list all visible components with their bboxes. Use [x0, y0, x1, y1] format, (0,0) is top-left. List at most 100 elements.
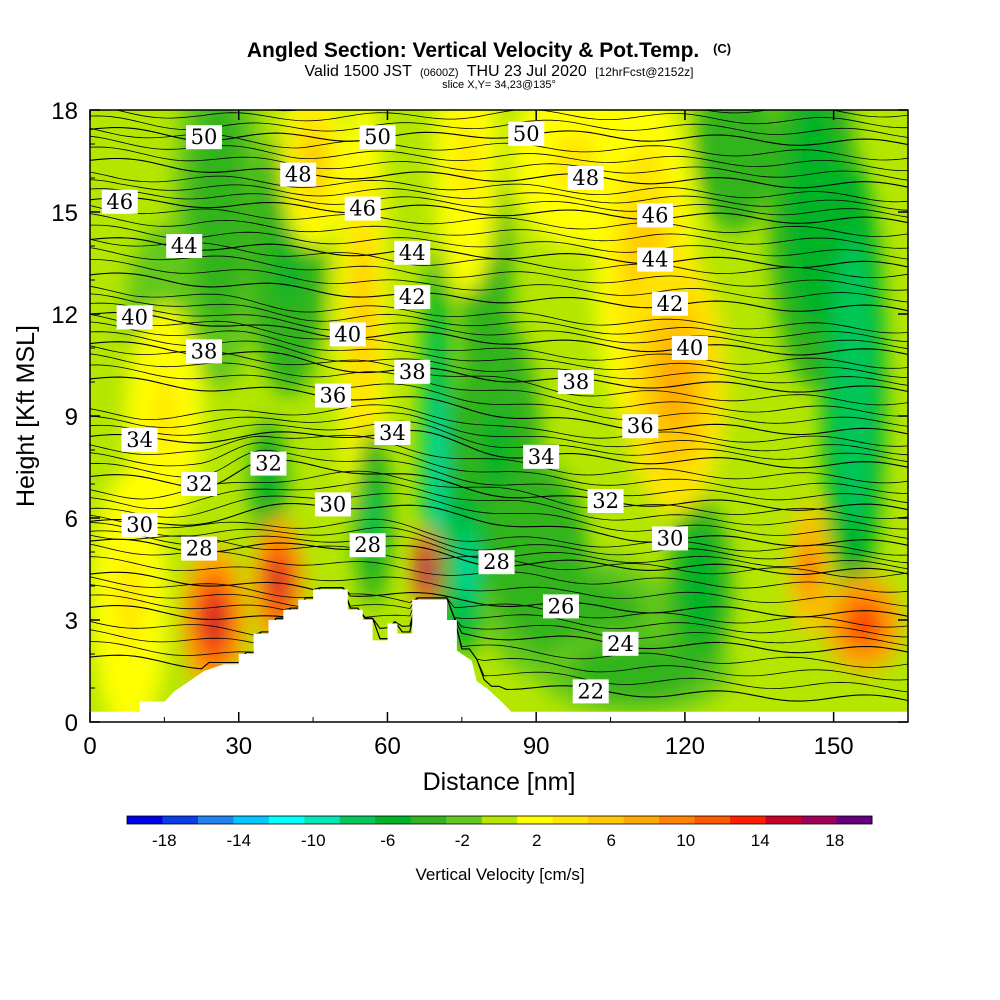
contour-label: 44	[394, 240, 431, 265]
y-tick-label: 15	[51, 200, 78, 227]
theta-contour-line	[90, 459, 908, 511]
theta-contour-line	[90, 146, 908, 181]
contour-label: 34	[374, 421, 411, 445]
y-axis-label: Height [Kft MSL]	[12, 325, 40, 507]
contour-label-box	[314, 383, 351, 408]
contour-label: 22	[572, 679, 609, 704]
contour-label-text: 50	[513, 122, 540, 146]
theta-contour-line	[90, 470, 908, 520]
velocity-cell	[422, 555, 432, 583]
x-tick-label: 0	[83, 733, 96, 760]
colorbar-swatch	[623, 816, 660, 824]
colorbar-swatch	[197, 816, 234, 824]
contour-label: 28	[349, 533, 386, 558]
contour-label-box	[394, 285, 431, 309]
theta-contour-line	[90, 285, 908, 334]
contour-label-box	[652, 291, 689, 316]
theta-contour-line	[90, 313, 908, 369]
contour-label-box	[349, 533, 386, 558]
theta-contour-line	[90, 115, 908, 138]
contour-label-text: 48	[285, 163, 312, 187]
contour-label-text: 34	[379, 421, 406, 445]
contour-label-box	[478, 550, 515, 575]
contour-label-text: 28	[186, 537, 213, 561]
contour-label-box	[622, 414, 659, 439]
contour-label-box	[374, 421, 411, 445]
contour-label-text: 32	[592, 489, 619, 513]
contour-label-box	[116, 305, 153, 330]
contour-label-text: 50	[191, 125, 218, 149]
valid-date: THU 23 Jul 2020	[467, 63, 587, 80]
colorbar-swatch	[233, 816, 270, 824]
colorbar-tick-label: 2	[532, 831, 541, 850]
theta-contour-line	[90, 259, 908, 303]
velocity-cell	[116, 558, 143, 648]
y-tick-label: 3	[65, 608, 78, 635]
contour-label: 36	[622, 414, 659, 439]
contour-label: 40	[116, 305, 153, 330]
contour-label: 48	[280, 162, 317, 187]
y-tick-label: 18	[51, 98, 78, 125]
theta-contour-line	[90, 522, 908, 564]
contour-label-box	[344, 196, 381, 221]
contour-label-text: 40	[334, 322, 361, 346]
colorbar-tick-label: -10	[301, 831, 326, 850]
contour-label-box	[671, 336, 708, 360]
velocity-cell	[689, 556, 711, 616]
theta-contour-line	[90, 331, 908, 386]
theta-contour-line	[90, 247, 908, 291]
contour-label-text: 32	[186, 472, 213, 496]
colorbar-swatch	[765, 816, 802, 824]
velocity-cell	[456, 116, 478, 206]
x-axis: 0 30 60 90 120 150	[83, 110, 909, 760]
theta-contour-line	[90, 404, 908, 447]
theta-contour-line	[90, 157, 908, 189]
theta-contour-line	[90, 135, 908, 171]
contour-label-text: 44	[171, 234, 198, 258]
contour-label-text: 38	[399, 360, 426, 384]
colorbar-tick-label: 10	[676, 831, 695, 850]
theta-contour-line	[90, 364, 908, 427]
chart-title-block: Angled Section: Vertical Velocity & Pot.…	[247, 39, 731, 91]
contour-label-text: 44	[399, 241, 426, 265]
contour-label-box	[508, 121, 545, 146]
velocity-cell	[721, 114, 748, 174]
terrain-profile	[90, 589, 908, 722]
x-tick-label: 150	[814, 733, 854, 760]
theta-contour-line	[90, 341, 908, 393]
contour-label-text: 30	[320, 492, 347, 516]
theta-contour-line	[90, 127, 908, 161]
contour-label: 48	[567, 166, 604, 190]
contour-label: 44	[166, 234, 203, 258]
contour-label-text: 36	[320, 384, 347, 408]
contour-label: 42	[652, 291, 689, 316]
theta-contour-line	[90, 188, 908, 218]
theta-contour-line	[90, 237, 908, 269]
contour-label: 38	[394, 359, 431, 384]
velocity-cell	[460, 539, 474, 599]
theta-contour-line	[90, 514, 908, 556]
contour-label: 46	[344, 196, 381, 221]
contour-label-box	[637, 247, 674, 272]
colorbar-swatch	[659, 816, 696, 824]
colorbar-swatch	[410, 816, 447, 824]
contour-label: 28	[478, 550, 515, 575]
x-tick-label: 30	[225, 733, 252, 760]
contour-label: 28	[181, 536, 218, 561]
contour-label: 32	[587, 489, 624, 513]
contour-label-box	[523, 444, 560, 469]
colorbar-tick-label: -2	[455, 831, 470, 850]
contour-label: 30	[121, 512, 158, 537]
colorbar: -18 -14 -10 -6 -2 2 6 10 14 18	[126, 815, 873, 850]
contour-label-box	[587, 489, 624, 513]
contour-label-text: 32	[255, 452, 282, 476]
forecast-info: [12hrFcst@2152z]	[595, 65, 693, 79]
velocity-cell	[603, 656, 668, 686]
contour-label-box	[121, 427, 158, 452]
colorbar-tick-label: 6	[607, 831, 616, 850]
velocity-cell	[354, 240, 372, 388]
theta-contour-line	[90, 587, 908, 668]
contour-label-text: 26	[548, 594, 575, 618]
colorbar-tick-label: -14	[226, 831, 251, 850]
